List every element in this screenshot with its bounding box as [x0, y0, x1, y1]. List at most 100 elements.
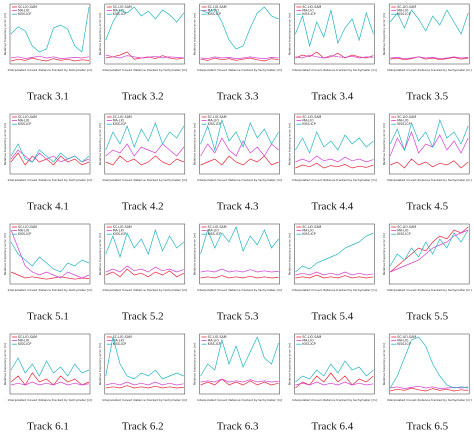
series-line — [295, 372, 374, 389]
legend-label: SC-LIO-SAM — [208, 335, 227, 339]
x-axis-label: Interpolated moved distance tracked by t… — [197, 68, 282, 72]
legend-label: MA-LIO — [18, 229, 30, 233]
series-line — [10, 357, 90, 377]
caption: Track 3.5 — [406, 91, 448, 103]
y-axis-label: Relative trajectory error [m] — [382, 123, 386, 165]
caption: Track 5.5 — [406, 311, 448, 323]
plot-frame — [199, 113, 280, 175]
caption: Track 6.2 — [122, 421, 164, 433]
legend-label: SC-LIO-SAM — [113, 115, 132, 119]
y-axis-label: Relative trajectory error [m] — [98, 343, 102, 385]
x-axis-label: Interpolated moved distance tracked by t… — [102, 68, 187, 72]
series-line — [105, 54, 184, 59]
y-axis-label: Relative trajectory error [m] — [382, 13, 386, 55]
caption: Track 6.4 — [312, 421, 354, 433]
y-axis-label: Relative trajectory error [m] — [193, 13, 197, 55]
legend-label: MA-LIO — [397, 119, 409, 123]
series-line — [200, 6, 279, 50]
plot-frame — [199, 3, 280, 65]
series-line — [200, 378, 279, 386]
x-axis-label: Interpolated moved distance tracked by t… — [197, 178, 282, 182]
series-line — [389, 130, 469, 157]
series-line — [200, 378, 279, 383]
legend-label: MA-LIO — [397, 229, 409, 233]
plot-frame — [388, 223, 470, 285]
series-line — [105, 336, 184, 380]
x-axis-label: Interpolated moved distance tracked by t… — [387, 68, 472, 72]
legend-label: SC-LIO-SAM — [18, 115, 37, 119]
series-line — [295, 271, 374, 276]
y-axis-label: Relative trajectory error [m] — [3, 13, 7, 55]
y-axis-label: Relative trajectory error [m] — [3, 123, 7, 165]
series-line — [389, 9, 469, 35]
caption: Track 5.3 — [217, 311, 259, 323]
legend-label: KISS-ICP — [18, 342, 31, 346]
series-line — [200, 226, 279, 255]
legend-label: MA-LIO — [113, 9, 125, 13]
plot-frame — [294, 223, 375, 285]
caption: Track 3.3 — [217, 91, 259, 103]
y-axis-label: Relative trajectory error [m] — [98, 123, 102, 165]
series-line — [105, 155, 184, 166]
series-line — [10, 57, 90, 62]
legend-label: SC-LIO-SAM — [397, 115, 416, 119]
x-axis-label: Interpolated moved distance tracked by t… — [8, 68, 93, 72]
legend-label: KISS-ICP — [208, 12, 221, 16]
series-line — [295, 274, 374, 279]
legend-label: KISS-ICP — [113, 12, 126, 16]
legend-label: KISS-ICP — [397, 232, 410, 236]
y-axis-label: Relative trajectory error [m] — [287, 233, 291, 275]
series-line — [105, 51, 184, 60]
series-line — [295, 9, 374, 48]
y-axis-label: Relative trajectory error [m] — [193, 343, 197, 385]
x-axis-label: Interpolated moved distance tracked by t… — [292, 398, 377, 402]
plot-frame — [388, 3, 470, 65]
legend-label: KISS-ICP — [18, 122, 31, 126]
series-line — [390, 229, 469, 273]
legend-label: MA-LIO — [18, 339, 30, 343]
legend-label: MA-LIO — [302, 9, 314, 13]
legend-label: KISS-ICP — [397, 12, 410, 16]
legend-label: KISS-ICP — [113, 122, 126, 126]
legend-label: MA-LIO — [302, 339, 314, 343]
series-line — [295, 381, 374, 386]
legend-label: SC-LIO-SAM — [208, 5, 227, 9]
legend-label: SC-LIO-SAM — [302, 225, 321, 229]
legend-label: MA-LIO — [208, 229, 220, 233]
legend-label: SC-LIO-SAM — [208, 225, 227, 229]
legend-label: SC-LIO-SAM — [113, 5, 132, 9]
series-line — [390, 158, 469, 169]
x-axis-label: Interpolated moved distance tracked by t… — [292, 288, 377, 292]
x-axis-label: Interpolated moved distance tracked by t… — [292, 68, 377, 72]
legend-label: KISS-ICP — [18, 12, 31, 16]
legend-label: SC-LIO-SAM — [208, 115, 227, 119]
plot-frame — [9, 223, 91, 285]
series-line — [200, 268, 279, 273]
y-axis-label: Relative trajectory error [m] — [193, 123, 197, 165]
series-line — [389, 118, 469, 152]
legend-label: SC-LIO-SAM — [302, 335, 321, 339]
y-axis-label: Relative trajectory error [m] — [3, 233, 7, 275]
legend-label: MA-LIO — [302, 119, 314, 123]
series-line — [10, 241, 90, 273]
legend-label: SC-LIO-SAM — [113, 335, 132, 339]
series-line — [10, 143, 90, 163]
plot-frame — [104, 223, 186, 285]
legend-label: KISS-ICP — [302, 12, 315, 16]
x-axis-label: Interpolated moved distance tracked by t… — [8, 288, 93, 292]
legend-label: KISS-ICP — [302, 232, 315, 236]
series-line — [200, 275, 279, 279]
plot-frame — [294, 333, 375, 395]
series-line — [295, 131, 374, 154]
series-line — [200, 137, 279, 157]
legend-label: MA-LIO — [208, 9, 220, 13]
legend-label: SC-LIO-SAM — [18, 335, 37, 339]
